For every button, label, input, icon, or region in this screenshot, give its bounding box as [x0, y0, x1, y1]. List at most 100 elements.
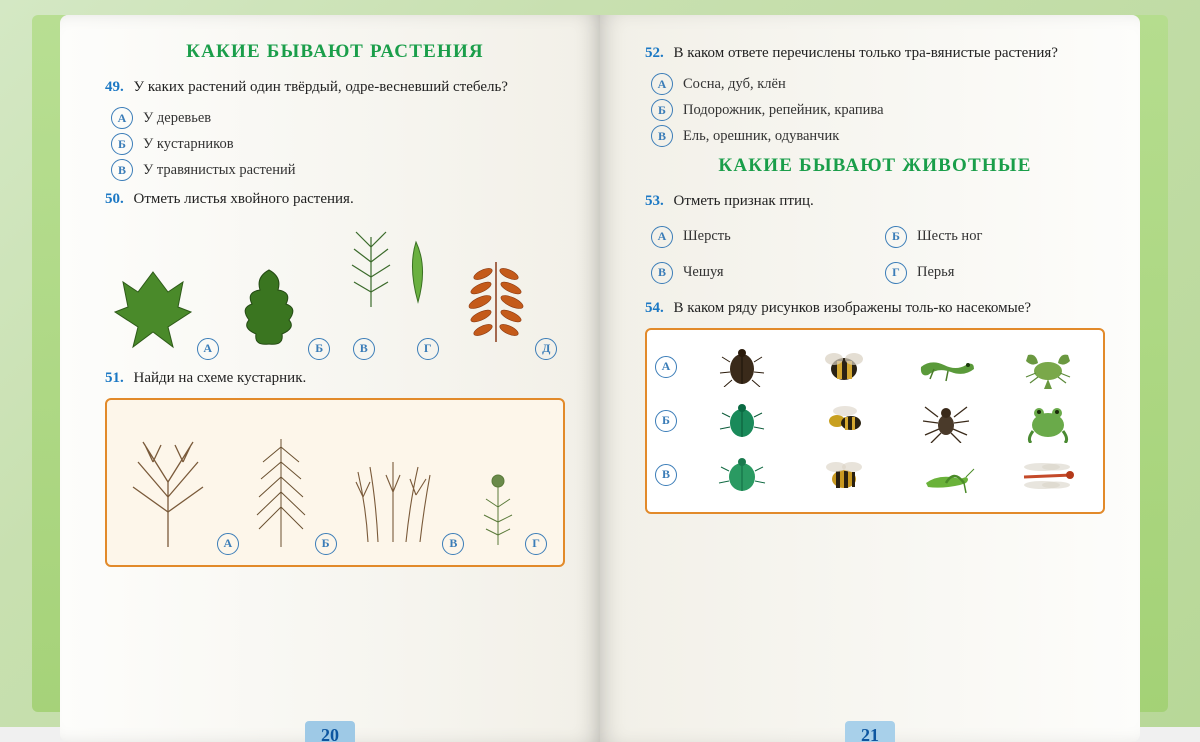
- option-letter: В: [655, 464, 677, 486]
- herb-icon: [476, 467, 521, 547]
- insect-row-b[interactable]: Б: [655, 396, 1095, 446]
- section-header-plants: КАКИЕ БЫВАЮТ РАСТЕНИЯ: [105, 41, 565, 63]
- tree-large[interactable]: А: [123, 427, 239, 555]
- option-a[interactable]: А Шерсть: [651, 226, 871, 248]
- shrub[interactable]: В: [348, 447, 464, 555]
- question-52: 52. В каком ответе перечислены только тр…: [645, 43, 1105, 63]
- q53-options: А Шерсть Б Шесть ног В Чешуя Г Перья: [651, 222, 1105, 288]
- qnum: 54.: [645, 300, 664, 316]
- option-letter: Б: [655, 410, 677, 432]
- option-letter: А: [651, 226, 673, 248]
- option-text: У травянистых растений: [143, 162, 296, 179]
- option-a[interactable]: А У деревьев: [111, 107, 565, 129]
- insect-row-c[interactable]: В: [655, 450, 1095, 500]
- option-letter: В: [111, 159, 133, 181]
- option-text: Сосна, дуб, клён: [683, 76, 786, 93]
- option-letter: Б: [315, 533, 337, 555]
- question-51: 51. Найди на схеме кустарник.: [105, 368, 565, 388]
- crayfish-icon: [1001, 342, 1095, 392]
- q52-options: А Сосна, дуб, клён Б Подорожник, репейник,…: [651, 73, 1105, 147]
- page-left: КАКИЕ БЫВАЮТ РАСТЕНИЯ 49. У каких растен…: [60, 15, 600, 742]
- page-right: 52. В каком ответе перечислены только тр…: [600, 15, 1140, 742]
- beetle-icon: [695, 342, 789, 392]
- option-letter: Б: [885, 226, 907, 248]
- insect-panel: А Б В: [645, 328, 1105, 514]
- qtext: В каком ряду рисунков изображены толь-ко…: [674, 300, 1032, 316]
- conifer-tree-icon: [251, 427, 311, 547]
- q49-options: А У деревьев Б У кустарников В У травянисты…: [111, 107, 565, 181]
- option-text: Перья: [917, 264, 954, 281]
- option-letter: Б: [111, 133, 133, 155]
- bee-icon: [797, 450, 891, 500]
- qtext: В каком ответе перечислены только тра-вя…: [674, 45, 1058, 61]
- wasp-icon: [797, 396, 891, 446]
- spider-icon: [899, 396, 993, 446]
- option-c[interactable]: В Ель, орешник, одуванчик: [651, 125, 1105, 147]
- option-letter: Б: [651, 99, 673, 121]
- option-b[interactable]: Б Шесть ног: [885, 226, 1105, 248]
- option-a[interactable]: А Сосна, дуб, клён: [651, 73, 1105, 95]
- question-53: 53. Отметь признак птиц.: [645, 191, 1105, 211]
- option-d[interactable]: Г Перья: [885, 262, 1105, 284]
- page-number: 21: [845, 721, 895, 742]
- option-letter: А: [197, 338, 219, 360]
- book-spread: КАКИЕ БЫВАЮТ РАСТЕНИЯ 49. У каких растен…: [0, 0, 1200, 727]
- option-letter: А: [111, 107, 133, 129]
- frog-icon: [1001, 396, 1095, 446]
- option-letter: А: [655, 356, 677, 378]
- option-letter: Б: [308, 338, 330, 360]
- pine-birch-icon: [346, 227, 446, 327]
- grasshopper-icon: [899, 450, 993, 500]
- option-text: Подорожник, репейник, крапива: [683, 102, 884, 119]
- option-b[interactable]: Б У кустарников: [111, 133, 565, 155]
- option-b[interactable]: Б Подорожник, репейник, крапива: [651, 99, 1105, 121]
- option-text: У кустарников: [143, 136, 234, 153]
- qtext: У каких растений один твёрдый, одре-весн…: [134, 79, 508, 95]
- herb-plant[interactable]: Г: [476, 467, 547, 555]
- qnum: 49.: [105, 79, 124, 95]
- bumblebee-icon: [797, 342, 891, 392]
- qnum: 52.: [645, 45, 664, 61]
- tree-conifer[interactable]: Б: [251, 427, 337, 555]
- option-letter: В: [651, 125, 673, 147]
- leaf-options: А Б В Г: [105, 220, 565, 360]
- option-text: Шесть ног: [917, 228, 982, 245]
- section-header-animals: КАКИЕ БЫВАЮТ ЖИВОТНЫЕ: [645, 155, 1105, 177]
- oak-leaf-icon: [234, 262, 304, 352]
- tree-diagram-panel: А Б В: [105, 398, 565, 567]
- option-letter: В: [651, 262, 673, 284]
- qnum: 53.: [645, 193, 664, 209]
- question-50: 50. Отметь листья хвойного растения.: [105, 189, 565, 209]
- option-text: Шерсть: [683, 228, 731, 245]
- option-letter: В: [353, 338, 375, 360]
- qnum: 50.: [105, 191, 124, 207]
- option-letter: Г: [525, 533, 547, 555]
- leaf-maple[interactable]: А: [113, 262, 219, 360]
- lizard-icon: [899, 342, 993, 392]
- option-letter: Г: [417, 338, 439, 360]
- qtext: Отметь листья хвойного растения.: [134, 191, 354, 207]
- option-text: Ель, орешник, одуванчик: [683, 128, 839, 145]
- option-letter: В: [442, 533, 464, 555]
- insect-row-a[interactable]: А: [655, 342, 1095, 392]
- bronze-beetle-icon: [695, 450, 789, 500]
- leaf-oak[interactable]: Б: [234, 262, 330, 360]
- large-tree-icon: [123, 427, 213, 547]
- dragonfly-icon: [1001, 450, 1095, 500]
- shrub-icon: [348, 447, 438, 547]
- maple-leaf-icon: [113, 262, 193, 352]
- option-letter: А: [651, 73, 673, 95]
- rowan-leaf-icon: [461, 252, 531, 352]
- question-54: 54. В каком ряду рисунков изображены тол…: [645, 298, 1105, 318]
- qtext: Найди на схеме кустарник.: [134, 370, 307, 386]
- option-text: У деревьев: [143, 110, 211, 127]
- leaf-pine-birch[interactable]: В Г: [346, 227, 446, 360]
- option-text: Чешуя: [683, 264, 724, 281]
- option-c[interactable]: В У травянистых растений: [111, 159, 565, 181]
- leaf-rowan[interactable]: Д: [461, 252, 557, 360]
- qtext: Отметь признак птиц.: [674, 193, 814, 209]
- option-letter: Д: [535, 338, 557, 360]
- option-c[interactable]: В Чешуя: [651, 262, 871, 284]
- option-letter: Г: [885, 262, 907, 284]
- question-49: 49. У каких растений один твёрдый, одре-…: [105, 77, 565, 97]
